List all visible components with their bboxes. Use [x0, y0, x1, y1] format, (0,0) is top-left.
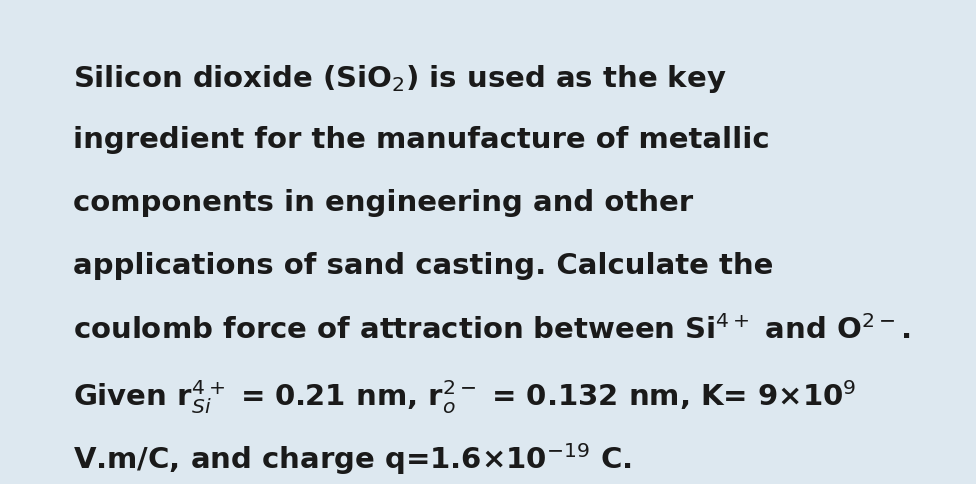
- Text: coulomb force of attraction between Si$^{4+}$ and O$^{2-}$.: coulomb force of attraction between Si$^…: [73, 315, 911, 345]
- Text: Silicon dioxide (SiO$_2$) is used as the key: Silicon dioxide (SiO$_2$) is used as the…: [73, 63, 727, 95]
- Text: components in engineering and other: components in engineering and other: [73, 189, 693, 217]
- Text: applications of sand casting. Calculate the: applications of sand casting. Calculate …: [73, 252, 774, 280]
- Text: ingredient for the manufacture of metallic: ingredient for the manufacture of metall…: [73, 126, 770, 154]
- Text: Given r$_{Si}^{4+}$ = 0.21 nm, r$_o^{2-}$ = 0.132 nm, K= 9×10$^9$: Given r$_{Si}^{4+}$ = 0.21 nm, r$_o^{2-}…: [73, 378, 857, 415]
- Text: V.m/C, and charge q=1.6×10$^{-19}$ C.: V.m/C, and charge q=1.6×10$^{-19}$ C.: [73, 440, 632, 476]
